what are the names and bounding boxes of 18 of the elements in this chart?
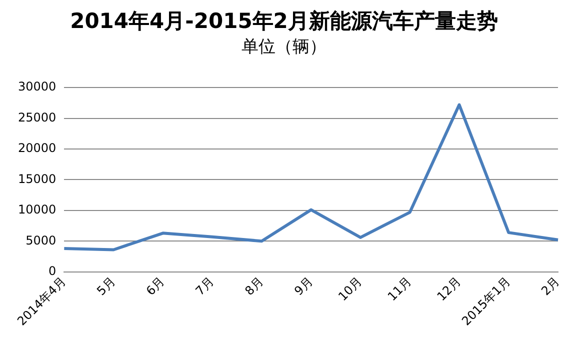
x-tick-label: 7月 [192,274,217,298]
x-tick-label: 10月 [336,274,365,304]
y-tick-label: 15000 [18,172,56,186]
chart-title: 2014年4月-2015年2月新能源汽车产量走势 [70,9,498,34]
x-tick-label: 5月 [94,274,118,298]
y-tick-label: 30000 [18,80,56,94]
y-tick-label: 5000 [26,233,56,248]
y-tick-label: 0 [48,264,56,278]
x-tick-label: 11月 [384,274,414,304]
x-tick-label: 2月 [538,274,562,298]
y-tick-label: 10000 [18,202,56,217]
y-tick-label: 20000 [18,141,56,156]
x-tick-label: 12月 [434,274,464,304]
x-tick-label: 9月 [292,274,316,298]
x-tick-label: 8月 [242,274,266,298]
chart-subtitle: 单位（辆） [242,36,326,57]
y-tick-label: 25000 [18,110,56,124]
x-tick-label: 6月 [143,274,168,298]
